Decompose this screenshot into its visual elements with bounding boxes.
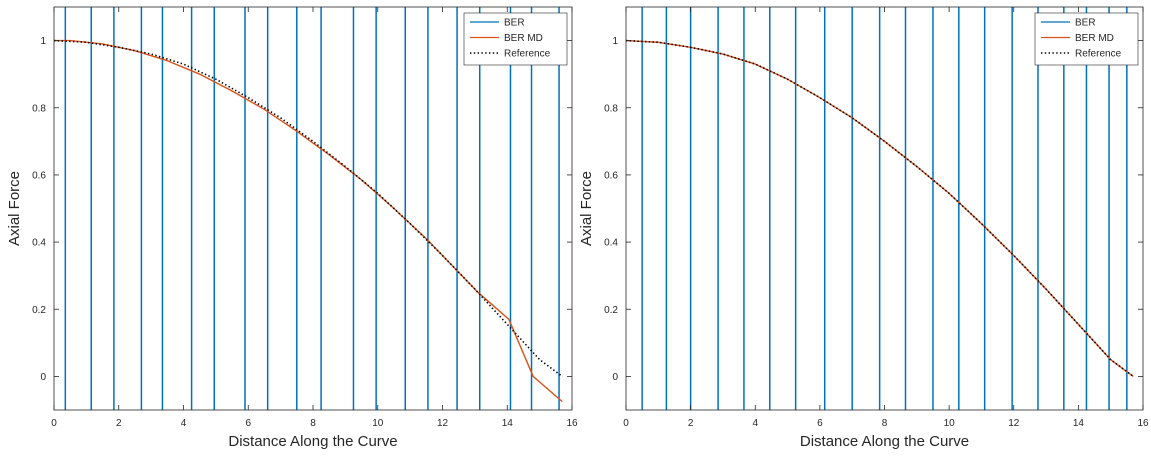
legend-label-ber-md: BER MD (504, 33, 543, 44)
x-tick-label: 4 (752, 418, 758, 429)
y-tick-label: 1 (40, 36, 46, 47)
legend: BER BER MD Reference (1034, 12, 1139, 66)
x-tick-label: 8 (882, 418, 888, 429)
plot-series (626, 7, 1134, 410)
x-tick-label: 2 (116, 418, 122, 429)
legend-label-ber: BER (504, 18, 525, 29)
y-tick-label: 1 (612, 36, 618, 47)
left-plot: 0 2 4 6 8 10 12 14 16 0 0.2 0.4 0.6 0.8 1 Distance Alon… (6, 6, 578, 450)
x-tick-label: 14 (502, 418, 514, 429)
x-tick-label: 10 (372, 418, 384, 429)
x-tick-label: 12 (1008, 418, 1020, 429)
legend-label-ber-md: BER MD (1075, 33, 1114, 44)
y-tick-label: 0 (612, 372, 618, 383)
series-reference-line (626, 39, 1134, 378)
right-plot: 0 2 4 6 8 10 12 14 16 0 0.2 0.4 0.6 0.8 1 Distance Alon… (578, 6, 1149, 450)
x-tick-label: 8 (310, 418, 316, 429)
y-tick-label: 0.6 (32, 170, 46, 181)
legend-label-reference: Reference (1075, 49, 1122, 60)
y-axis-label: Axial Force (578, 171, 595, 246)
x-tick-label: 14 (1073, 418, 1085, 429)
x-tick-label: 2 (688, 418, 694, 429)
x-tick-label: 6 (817, 418, 823, 429)
legend: BER BER MD Reference (463, 12, 568, 66)
y-tick-label: 0.4 (32, 238, 46, 249)
legend-label-ber: BER (1075, 18, 1096, 29)
y-tick-label: 0 (40, 372, 46, 383)
y-tick-label: 0.6 (604, 170, 618, 181)
y-tick-label: 0.8 (32, 103, 46, 114)
plot-area (626, 7, 1143, 410)
x-tick-label: 16 (1137, 418, 1149, 429)
x-axis-label: Distance Along the Curve (228, 433, 397, 450)
y-axis-label: Axial Force (6, 171, 23, 246)
x-tick-label: 16 (566, 418, 578, 429)
y-tick-label: 0.2 (604, 305, 618, 316)
x-tick-label: 12 (437, 418, 449, 429)
x-tick-label: 6 (245, 418, 251, 429)
legend-label-reference: Reference (504, 49, 551, 60)
y-tick-label: 0.2 (32, 305, 46, 316)
plot-series (54, 7, 563, 410)
x-axis-label: Distance Along the Curve (800, 433, 969, 450)
x-tick-label: 0 (51, 418, 57, 429)
y-tick-label: 0.8 (604, 103, 618, 114)
x-tick-label: 4 (181, 418, 187, 429)
x-tick-label: 0 (623, 418, 629, 429)
plot-area (54, 7, 572, 410)
y-tick-label: 0.4 (604, 238, 618, 249)
x-tick-label: 10 (944, 418, 956, 429)
